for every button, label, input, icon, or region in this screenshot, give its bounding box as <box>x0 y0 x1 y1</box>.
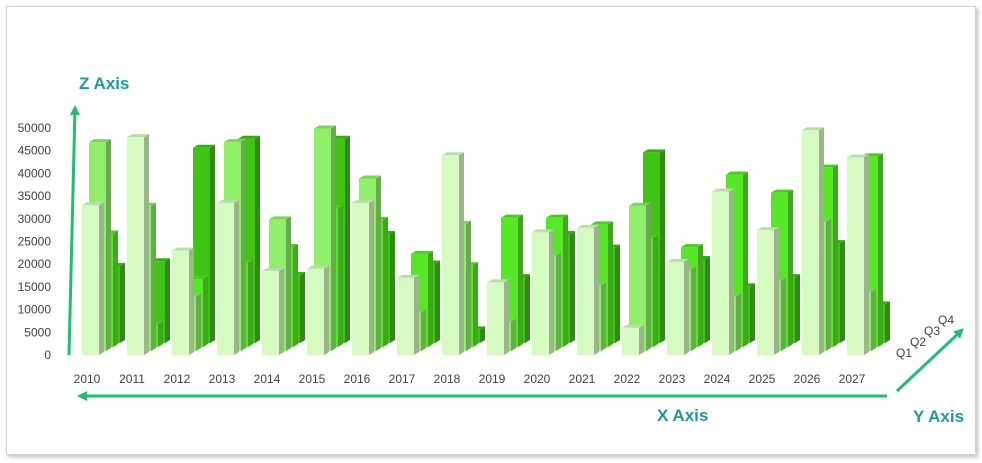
z-axis-arrow <box>67 105 80 356</box>
z-tick-label: 20000 <box>18 257 52 271</box>
bar-Q1-2017 <box>397 274 419 355</box>
z-tick-labels: 0 5000 10000 15000 20000 25000 30000 35000 40000… <box>18 121 52 362</box>
x-tick-label: 2027 <box>839 372 866 386</box>
bar-Q1-2014 <box>262 268 284 355</box>
bar-Q1-2022 <box>622 324 644 355</box>
bar-Q1-2024 <box>712 188 734 355</box>
x-tick-labels: 2010 2011 2012 2013 2014 2015 2016 2017 2018 2019… <box>74 372 866 386</box>
x-tick-label: 2025 <box>749 372 776 386</box>
bar-Q1-2013 <box>217 199 239 355</box>
series-Q1 <box>82 127 869 356</box>
z-tick-label: 35000 <box>18 189 52 203</box>
chart-plot: 0 5000 10000 15000 20000 25000 30000 35000 40000… <box>18 74 964 426</box>
x-tick-label: 2013 <box>209 372 236 386</box>
z-tick-label: 0 <box>44 348 51 362</box>
bar-Q1-2021 <box>577 224 599 355</box>
bar-Q2-2022 <box>629 202 651 351</box>
bar-Q1-2025 <box>757 227 779 355</box>
x-tick-label: 2022 <box>614 372 641 386</box>
z-tick-label: 40000 <box>18 166 52 180</box>
bar-Q1-2015 <box>307 265 329 355</box>
bar-Q1-2023 <box>667 258 689 355</box>
x-tick-label: 2011 <box>119 372 145 386</box>
x-tick-label: 2014 <box>254 372 281 386</box>
x-tick-label: 2016 <box>344 372 371 386</box>
z-tick-label: 5000 <box>24 325 51 339</box>
bar-Q1-2027 <box>847 154 869 355</box>
bars-layer <box>82 125 890 356</box>
y-tick-label: Q1 <box>896 346 912 360</box>
x-tick-label: 2026 <box>794 372 821 386</box>
x-tick-label: 2021 <box>569 372 596 386</box>
x-tick-label: 2019 <box>479 372 506 386</box>
chart-frame: 0 5000 10000 15000 20000 25000 30000 35000 40000… <box>6 6 976 455</box>
x-axis-title: X Axis <box>657 406 708 425</box>
z-tick-label: 30000 <box>18 212 52 226</box>
y-tick-label: Q2 <box>910 335 926 349</box>
z-axis-title: Z Axis <box>79 74 129 93</box>
bar-Q1-2012 <box>172 247 194 355</box>
x-tick-label: 2010 <box>74 372 101 386</box>
y-axis-arrow <box>895 328 964 393</box>
x-tick-label: 2015 <box>299 372 326 386</box>
z-tick-label: 50000 <box>18 121 52 135</box>
bar-Q1-2020 <box>532 229 554 355</box>
z-tick-label: 25000 <box>18 235 52 249</box>
bar-Q1-2026 <box>802 127 824 356</box>
x-tick-label: 2023 <box>659 372 686 386</box>
z-tick-label: 45000 <box>18 144 52 158</box>
bar-Q1-2016 <box>352 199 374 355</box>
bar-Q1-2019 <box>487 279 509 355</box>
x-tick-label: 2024 <box>704 372 731 386</box>
x-tick-label: 2018 <box>434 372 461 386</box>
y-tick-label: Q4 <box>938 313 954 327</box>
bar-Q1-2010 <box>82 202 104 355</box>
bar-Q1-2011 <box>127 134 149 355</box>
x-tick-label: 2012 <box>164 372 191 386</box>
x-tick-label: 2017 <box>389 372 416 386</box>
y-axis-title: Y Axis <box>913 407 964 426</box>
z-tick-label: 15000 <box>18 280 52 294</box>
z-tick-label: 10000 <box>18 303 52 317</box>
x-tick-label: 2020 <box>524 372 551 386</box>
y-tick-label: Q3 <box>924 324 940 338</box>
bar-Q1-2018 <box>442 152 464 355</box>
